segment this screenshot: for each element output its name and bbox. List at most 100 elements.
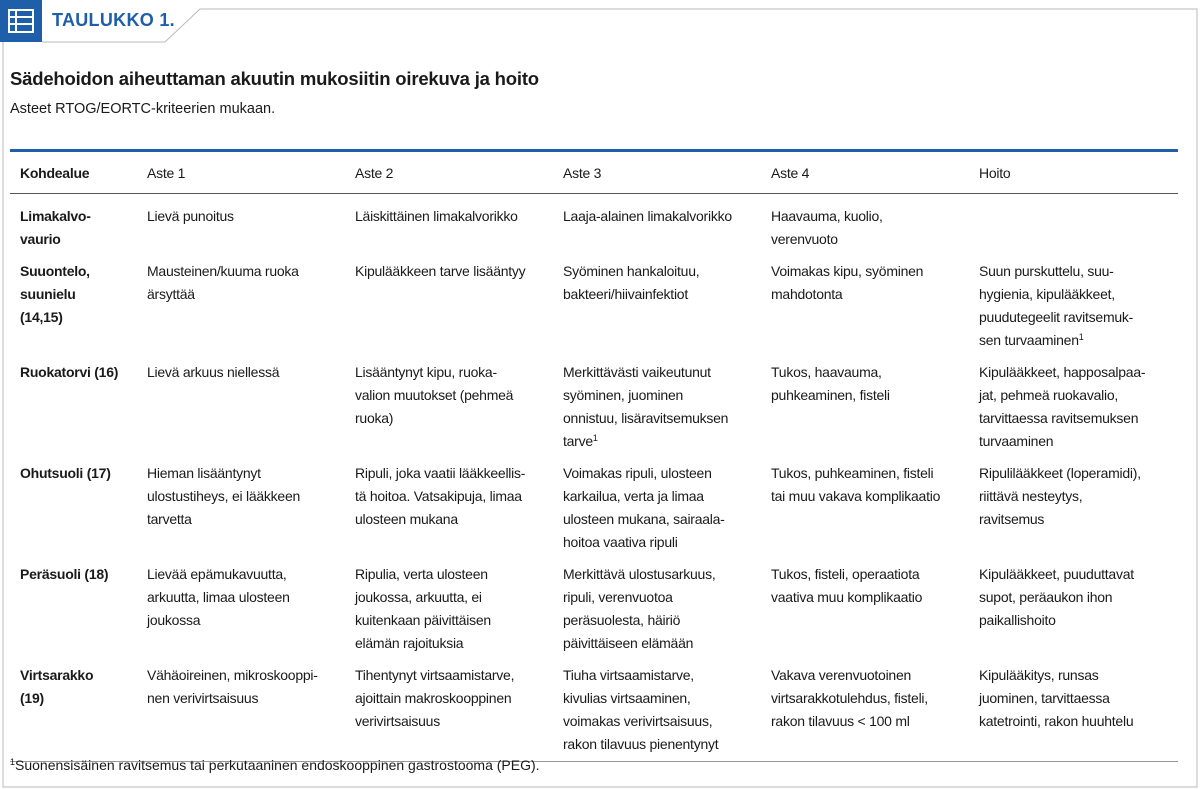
- cell-text: ulostustiheys, ei lääkkeen: [147, 488, 301, 504]
- cell-text: mahdotonta: [771, 286, 843, 302]
- cell-text: Kipulääkitys, runsas: [979, 667, 1099, 683]
- cell-text: arkuutta, limaa ulosteen: [147, 589, 290, 605]
- cell-text: ulosteen mukana: [355, 511, 458, 527]
- table-cell: Mausteinen/kuuma ruoka ärsyttää: [137, 256, 345, 357]
- table-cell: Lisääntynyt kipu, ruoka-valion muutokset…: [345, 357, 553, 458]
- cell-text: Merkittävä ulostusarkuus,: [563, 566, 716, 582]
- cell-line: nen verivirtsaisuus: [147, 687, 345, 710]
- table-icon-bg: [0, 0, 42, 42]
- cell-line: Tukos, puhkeaminen, fisteli: [771, 462, 969, 485]
- table-cell: Lievä arkuus niellessä: [137, 357, 345, 458]
- cell-text: sen turvaaminen: [979, 332, 1079, 348]
- cell-line: Limakalvo-: [20, 205, 137, 228]
- cell-line: Ripuli, joka vaatii lääkkeellis-: [355, 462, 553, 485]
- cell-text: katetrointi, rakon huuhtelu: [979, 713, 1134, 729]
- table: Kohdealue Aste 1 Aste 2 Aste 3 Aste 4 Hoito L…: [10, 149, 1178, 762]
- table-cell: Kipulääkkeet, puuduttavat supot, peräauko…: [969, 559, 1178, 660]
- table-cell: [969, 194, 1178, 257]
- cell-line: tarve1: [563, 430, 761, 453]
- cell-line: ärsyttää: [147, 283, 345, 306]
- cell-line: Lisääntynyt kipu, ruoka-: [355, 361, 553, 384]
- cell-text: Lisääntynyt kipu, ruoka-: [355, 364, 497, 380]
- cell-text: turvaaminen: [979, 433, 1054, 449]
- table-row: Peräsuoli (18) Lievää epämukavuutta, arkuu…: [10, 559, 1178, 660]
- cell-line: Syöminen hankaloituu,: [563, 260, 761, 283]
- table-cell: Ripulilääkkeet (loperamidi), riittävä nes…: [969, 458, 1178, 559]
- cell-text: tarvittaessa ravitsemuksen: [979, 410, 1139, 426]
- table-cell: Virtsarakko (19): [10, 660, 137, 762]
- cell-text: Ripulia, verta ulosteen: [355, 566, 488, 582]
- cell-text: jat, pehmeä ruokavalio,: [979, 387, 1119, 403]
- cell-text: supot, peräaukon ihon: [979, 589, 1113, 605]
- cell-text: ripuli, verenvuotoa: [563, 589, 673, 605]
- table-cell: Ruokatorvi (16): [10, 357, 137, 458]
- cell-text: ärsyttää: [147, 286, 195, 302]
- footnote-ref: 1: [1078, 332, 1084, 342]
- cell-text: Tukos, haavauma,: [771, 364, 882, 380]
- cell-text: verivirtsaisuus: [355, 713, 440, 729]
- table-cell: Voimakas ripuli, ulosteen karkailua, vert…: [553, 458, 761, 559]
- cell-line: (19): [20, 687, 137, 710]
- cell-line: tä hoitoa. Vatsakipuja, limaa: [355, 485, 553, 508]
- cell-line: Peräsuoli (18): [20, 563, 137, 586]
- cell-text: tä hoitoa. Vatsakipuja, limaa: [355, 488, 522, 504]
- cell-line: tai muu vakava komplikaatio: [771, 485, 969, 508]
- cell-text: joukossa: [147, 612, 201, 628]
- column-header: Kohdealue: [20, 164, 90, 181]
- subtitle: Asteet RTOG/EORTC-kriteerien mukaan.: [10, 101, 276, 117]
- cell-text: Laaja-alainen limakalvorikko: [563, 208, 732, 224]
- cell-line: Haavauma, kuolio,: [771, 205, 969, 228]
- cell-text: Vakava verenvuotoinen: [771, 667, 912, 683]
- cell-text: Haavauma, kuolio,: [771, 208, 883, 224]
- cell-line: joukossa: [147, 609, 345, 632]
- column-header: Aste 2: [355, 164, 394, 181]
- cell-line: hoitoa vaativa ripuli: [563, 531, 761, 554]
- cell-line: kivulias virtsaaminen,: [563, 687, 761, 710]
- cell-line: juominen, tarvittaessa: [979, 687, 1178, 710]
- cell-line: Lievä arkuus niellessä: [147, 361, 345, 384]
- cell-line: Vähäoireinen, mikroskooppi-: [147, 664, 345, 687]
- cell-line: rakon tilavuus pienentynyt: [563, 733, 761, 756]
- cell-line: karkailua, verta ja limaa: [563, 485, 761, 508]
- cell-line: Virtsarakko: [20, 664, 137, 687]
- cell-line: Voimakas ripuli, ulosteen: [563, 462, 761, 485]
- cell-line: ulosteen mukana, sairaala-: [563, 508, 761, 531]
- cell-text: nen verivirtsaisuus: [147, 690, 259, 706]
- cell-line: ripuli, verenvuotoa: [563, 586, 761, 609]
- cell-line: Merkittävästi vaikeutunut: [563, 361, 761, 384]
- cell-line: Vakava verenvuotoinen: [771, 664, 969, 687]
- cell-text: Virtsarakko: [20, 667, 94, 683]
- cell-line: Laaja-alainen limakalvorikko: [563, 205, 761, 228]
- cell-line: virtsarakkotulehdus, fisteli,: [771, 687, 969, 710]
- table-cell: Tukos, haavauma, puhkeaminen, fisteli: [761, 357, 969, 458]
- table-cell: Hieman lisääntynyt ulostustiheys, ei lääk…: [137, 458, 345, 559]
- cell-text: Lievä punoitus: [147, 208, 234, 224]
- table-cell: Suun purskuttelu, suu-hygienia, kipulääk…: [969, 256, 1178, 357]
- cell-line: Kipulääkkeet, happosalpaa-: [979, 361, 1178, 384]
- cell-line: peräsuolesta, häiriö: [563, 609, 761, 632]
- cell-line: elämän rajoituksia: [355, 632, 553, 655]
- table-cell: Ripulia, verta ulosteen joukossa, arkuutt…: [345, 559, 553, 660]
- cell-text: ruoka): [355, 410, 394, 426]
- cell-line: verenvuoto: [771, 228, 969, 251]
- table-row: Ruokatorvi (16) Lievä arkuus niellessä Lis…: [10, 357, 1178, 458]
- cell-line: Hieman lisääntynyt: [147, 462, 345, 485]
- cell-line: syöminen, juominen: [563, 384, 761, 407]
- cell-text: Kipulääkkeen tarve lisääntyy: [355, 263, 526, 279]
- cell-line: Tiuha virtsaamistarve,: [563, 664, 761, 687]
- cell-line: Ruokatorvi (16): [20, 361, 137, 384]
- cell-text: ulosteen mukana, sairaala-: [563, 511, 725, 527]
- cell-text: Kipulääkkeet, happosalpaa-: [979, 364, 1146, 380]
- cell-line: Ripulia, verta ulosteen: [355, 563, 553, 586]
- table-row: Suuontelo, suunielu (14,15) Mausteinen/kuum…: [10, 256, 1178, 357]
- table-cell: Ohutsuoli (17): [10, 458, 137, 559]
- table-row: Limakalvo-vaurio Lievä punoitus Läiskittäi…: [10, 194, 1178, 257]
- cell-line: paikallishoito: [979, 609, 1178, 632]
- cell-text: puudutegeelit ravitsemuk-: [979, 309, 1134, 325]
- table-cell: Tukos, fisteli, operaatiota vaativa muu k…: [761, 559, 969, 660]
- cell-text: kuitenkaan päivittäisen: [355, 612, 491, 628]
- cell-text: puhkeaminen, fisteli: [771, 387, 890, 403]
- cell-line: arkuutta, limaa ulosteen: [147, 586, 345, 609]
- table-cell: Laaja-alainen limakalvorikko: [553, 194, 761, 257]
